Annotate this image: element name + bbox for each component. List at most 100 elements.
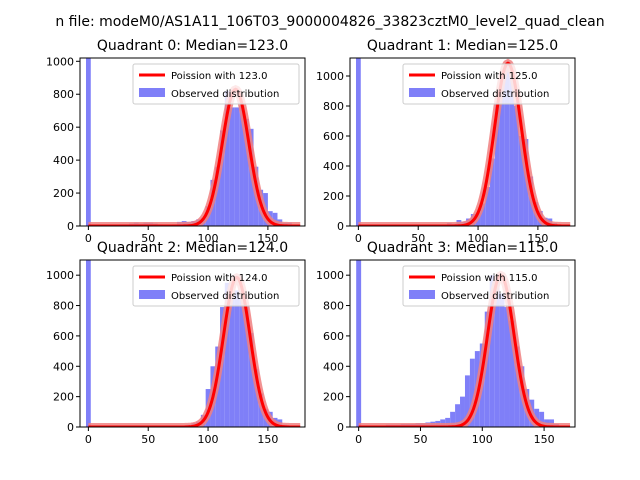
quadrant-0-title: Quadrant 0: Median=123.0 bbox=[97, 38, 288, 54]
quadrant-3-bar-21 bbox=[464, 375, 470, 427]
quadrant-2-bar-32 bbox=[243, 305, 249, 427]
quadrant-3-ytick-label-600: 600 bbox=[323, 330, 344, 343]
quadrant-3-xtick-label-50: 50 bbox=[413, 433, 427, 446]
quadrant-0-bar-zero bbox=[85, 58, 91, 226]
quadrant-1-axes-frame bbox=[349, 57, 576, 227]
quadrant-2-poisson-line bbox=[88, 275, 301, 427]
quadrant-3-legend-swatch-observed bbox=[409, 290, 435, 299]
quadrant-0-bar-26 bbox=[215, 166, 221, 226]
quadrant-2-xtick-label-50: 50 bbox=[141, 433, 155, 446]
quadrant-1-ytick-label-200: 200 bbox=[323, 190, 344, 203]
quadrant-3-bar-22 bbox=[469, 358, 475, 427]
quadrant-2-axes-frame bbox=[79, 259, 306, 428]
quadrant-1-bar-26 bbox=[485, 187, 491, 226]
quadrant-1-bar-31 bbox=[509, 76, 514, 226]
quadrant-1-poisson-line bbox=[358, 61, 571, 226]
quadrant-2-xtick-label-0: 0 bbox=[85, 433, 92, 446]
quadrant-3-bar-19 bbox=[455, 404, 461, 427]
quadrant-3-bar-17 bbox=[445, 417, 451, 427]
quadrant-2-legend bbox=[132, 265, 300, 307]
figure-suptitle: n file: modeM0/AS1A11_106T03_9000004826_… bbox=[55, 14, 604, 30]
quadrant-1-ytick-label-0: 0 bbox=[337, 220, 344, 233]
quadrant-1-ytick-label-600: 600 bbox=[323, 130, 344, 143]
quadrant-1-xtick-label-150: 150 bbox=[527, 232, 548, 245]
quadrant-1-bar-27 bbox=[490, 158, 495, 226]
quadrant-3-legend-label-observed: Observed distribution bbox=[441, 291, 549, 302]
quadrant-3-xtick-label-150: 150 bbox=[534, 433, 555, 446]
quadrant-0-bar-32 bbox=[243, 118, 249, 226]
quadrant-1-ytick-label-400: 400 bbox=[323, 160, 344, 173]
quadrant-2-bar-zero bbox=[85, 260, 91, 427]
quadrant-0-ytick-label-600: 600 bbox=[53, 121, 74, 134]
quadrant-0-ytick-label-0: 0 bbox=[67, 220, 74, 233]
quadrant-0-xtick-label-0: 0 bbox=[85, 232, 92, 245]
quadrant-0-axes-frame bbox=[79, 57, 306, 227]
quadrant-0-panel: Quadrant 0: Median=123.0 0 50 100 150 0 200 40… bbox=[46, 38, 306, 245]
quadrant-3-ytick-label-0: 0 bbox=[337, 421, 344, 434]
quadrant-0-bar-31 bbox=[239, 105, 244, 226]
quadrant-1-bar-29 bbox=[499, 76, 505, 226]
quadrant-3-bar-31 bbox=[514, 346, 520, 427]
quadrant-1-xtick-label-50: 50 bbox=[411, 232, 425, 245]
quadrant-2-ytick-label-0: 0 bbox=[67, 421, 74, 434]
quadrant-3-bar-18 bbox=[450, 411, 456, 427]
quadrant-3-title: Quadrant 3: Median=115.0 bbox=[367, 240, 558, 256]
quadrant-3-ytick-label-1000: 1000 bbox=[316, 269, 344, 282]
quadrant-3-legend-label-poisson: Poission with 115.0 bbox=[441, 273, 537, 284]
quadrant-2-title: Quadrant 2: Median=124.0 bbox=[97, 240, 288, 256]
quadrant-3-xtick-label-100: 100 bbox=[472, 433, 493, 446]
quadrant-0-xtick-label-100: 100 bbox=[198, 232, 219, 245]
quadrant-2-ytick-label-600: 600 bbox=[53, 330, 74, 343]
quadrant-2-bar-29 bbox=[229, 296, 235, 427]
quadrant-1-legend bbox=[402, 63, 570, 105]
quadrant-2-panel: Quadrant 2: Median=124.0 0 50 100 150 0 200 40… bbox=[46, 240, 306, 446]
quadrant-1-bar-33 bbox=[518, 136, 524, 226]
quadrant-2-ytick-label-400: 400 bbox=[53, 360, 74, 373]
quadrant-3-bar-27 bbox=[494, 279, 500, 427]
quadrant-3-bar-20 bbox=[460, 396, 465, 427]
quadrant-3-legend bbox=[402, 265, 570, 307]
quadrant-0-legend-swatch-observed bbox=[139, 88, 165, 97]
quadrant-2-xtick-label-100: 100 bbox=[198, 433, 219, 446]
quadrant-3-bar-30 bbox=[509, 320, 515, 427]
quadrant-0-bar-38 bbox=[272, 212, 278, 226]
quadrant-2-ytick-label-800: 800 bbox=[53, 300, 74, 313]
quadrant-1-xtick-label-100: 100 bbox=[468, 232, 489, 245]
quadrant-2-legend-label-poisson: Poission with 124.0 bbox=[171, 273, 267, 284]
quadrant-3-bar-36 bbox=[539, 411, 545, 427]
quadrant-2-bar-33 bbox=[248, 332, 254, 427]
quadrant-3-ytick-label-800: 800 bbox=[323, 300, 344, 313]
quadrant-0-ytick-label-1000: 1000 bbox=[46, 55, 74, 68]
quadrant-3-bar-29 bbox=[504, 307, 510, 427]
quadrant-0-bar-30 bbox=[234, 107, 240, 226]
quadrant-2-ytick-label-1000: 1000 bbox=[46, 269, 74, 282]
quadrant-2-xtick-label-150: 150 bbox=[257, 433, 278, 446]
quadrant-1-bar-zero bbox=[355, 58, 361, 226]
quadrant-3-plot-area bbox=[356, 260, 571, 427]
quadrant-0-ytick-label-400: 400 bbox=[53, 154, 74, 167]
quadrant-2-bar-31 bbox=[239, 297, 244, 427]
quadrant-0-poisson-band bbox=[88, 84, 301, 226]
quadrant-3-poisson-line bbox=[358, 273, 571, 427]
quadrant-1-ytick-label-1000: 1000 bbox=[316, 70, 344, 83]
quadrant-1-legend-label-observed: Observed distribution bbox=[441, 89, 549, 100]
quadrant-2-ytick-label-200: 200 bbox=[53, 391, 74, 404]
quadrant-2-bar-30 bbox=[234, 290, 240, 427]
quadrant-0-legend-label-poisson: Poission with 123.0 bbox=[171, 71, 267, 82]
quadrant-2-legend-swatch-observed bbox=[139, 290, 165, 299]
quadrant-0-plot-area bbox=[85, 58, 301, 226]
quadrant-2-bar-28 bbox=[224, 282, 230, 427]
quadrant-0-bar-29 bbox=[229, 107, 235, 226]
quadrant-1-bar-30 bbox=[504, 64, 510, 226]
quadrant-3-bar-28 bbox=[499, 293, 505, 427]
quadrant-1-xtick-label-0: 0 bbox=[355, 232, 362, 245]
quadrant-0-bar-27 bbox=[220, 130, 225, 226]
quadrant-0-poisson-line bbox=[88, 87, 301, 226]
quadrant-2-bar-34 bbox=[253, 369, 259, 427]
quadrant-0-xtick-label-150: 150 bbox=[257, 232, 278, 245]
quadrant-3-bar-26 bbox=[489, 275, 495, 427]
quadrant-1-bar-25 bbox=[480, 203, 486, 226]
quadrant-0-legend-label-observed: Observed distribution bbox=[171, 89, 279, 100]
quadrant-3-bar-zero bbox=[356, 260, 362, 427]
